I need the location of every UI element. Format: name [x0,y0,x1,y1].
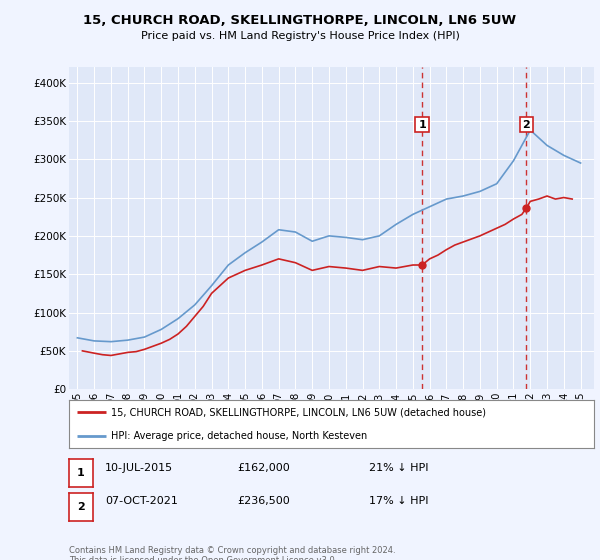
Text: 1: 1 [77,468,85,478]
Text: 15, CHURCH ROAD, SKELLINGTHORPE, LINCOLN, LN6 5UW: 15, CHURCH ROAD, SKELLINGTHORPE, LINCOLN… [83,14,517,27]
Text: 15, CHURCH ROAD, SKELLINGTHORPE, LINCOLN, LN6 5UW (detached house): 15, CHURCH ROAD, SKELLINGTHORPE, LINCOLN… [111,407,486,417]
Text: 1: 1 [418,120,426,130]
Text: £236,500: £236,500 [237,496,290,506]
Text: 10-JUL-2015: 10-JUL-2015 [105,463,173,473]
Text: £162,000: £162,000 [237,463,290,473]
Text: 07-OCT-2021: 07-OCT-2021 [105,496,178,506]
Text: 21% ↓ HPI: 21% ↓ HPI [369,463,428,473]
Text: HPI: Average price, detached house, North Kesteven: HPI: Average price, detached house, Nort… [111,431,367,441]
Text: 2: 2 [523,120,530,130]
Text: Price paid vs. HM Land Registry's House Price Index (HPI): Price paid vs. HM Land Registry's House … [140,31,460,41]
Text: 2: 2 [77,502,85,512]
Text: 17% ↓ HPI: 17% ↓ HPI [369,496,428,506]
Text: Contains HM Land Registry data © Crown copyright and database right 2024.
This d: Contains HM Land Registry data © Crown c… [69,546,395,560]
